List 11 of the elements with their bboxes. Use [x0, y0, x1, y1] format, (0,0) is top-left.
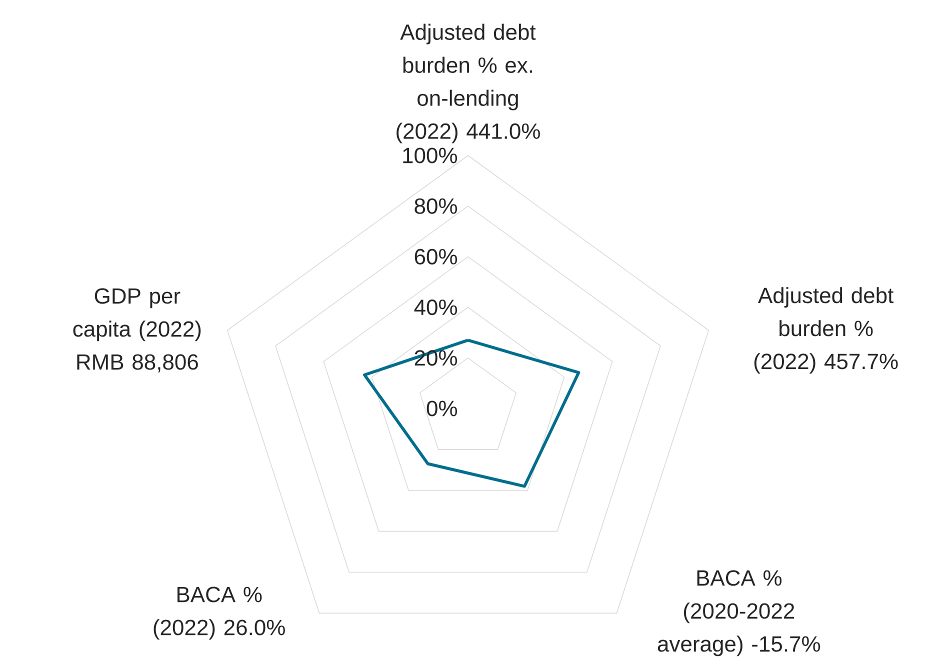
- y-tick-label: 60%: [414, 248, 458, 264]
- spoke-label: Adjusted debt burden % ex. on-lending (2022) 441.0%: [396, 24, 540, 144]
- y-tick-label: 80%: [414, 198, 458, 214]
- spoke-label: BACA % (2020-2022 average) -15.7%: [658, 570, 820, 656]
- y-tick-label: 40%: [414, 300, 458, 316]
- y-tick-label: 0%: [426, 400, 458, 416]
- y-tick-label: 20%: [414, 350, 458, 366]
- y-tick-label: 100%: [403, 148, 458, 164]
- spoke-label: GDP per capita (2022) RMB 88,806: [73, 288, 201, 372]
- spoke-label: Adjusted debt burden % (2022) 457.7%: [754, 287, 898, 374]
- spoke-label: BACA % (2022) 26.0%: [154, 586, 285, 640]
